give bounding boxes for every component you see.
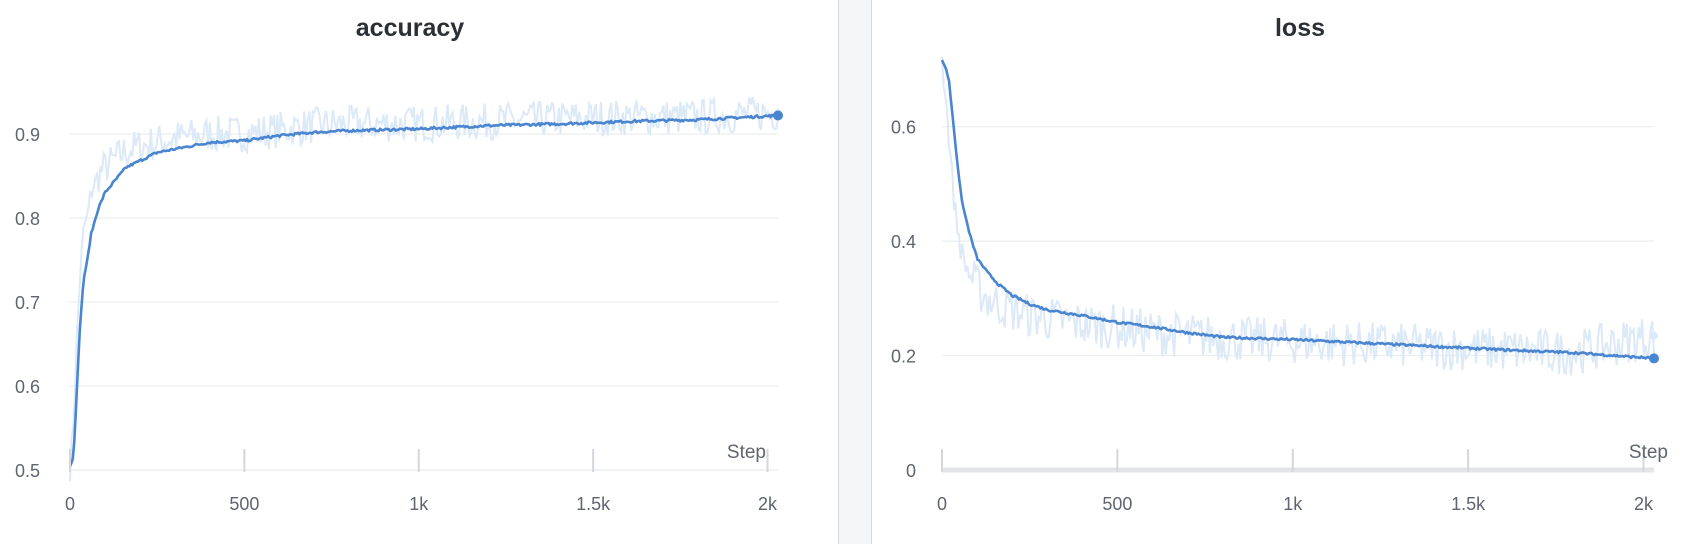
smoothed-series-line bbox=[940, 59, 1655, 361]
raw-series-line bbox=[69, 95, 779, 482]
x-axis-label: Step bbox=[727, 442, 766, 463]
chart-title: loss bbox=[1275, 14, 1325, 42]
x-tick-label: 1k bbox=[409, 494, 429, 514]
y-tick-label: 0.8 bbox=[15, 209, 40, 229]
x-tick-label: 0 bbox=[937, 494, 947, 514]
y-tick-label: 0.6 bbox=[891, 118, 916, 138]
smoothed-endpoint[interactable] bbox=[1649, 353, 1659, 364]
accuracy-chart: accuracy 0.5 0.6 0.7 0.8 0.9 0 500 1k 1.5k 2k Ste… bbox=[15, 14, 783, 514]
y-tick-label: 0.4 bbox=[891, 232, 916, 252]
raw-endpoint[interactable] bbox=[1650, 331, 1658, 340]
x-tick-label: 2k bbox=[1634, 494, 1654, 514]
loss-chart: loss 0 0.2 0.4 0.6 0 500 1k 1.5k 2k Step bbox=[891, 14, 1668, 514]
smoothed-series bbox=[940, 59, 1659, 364]
raw-series bbox=[941, 57, 1658, 376]
chart-title: accuracy bbox=[356, 14, 465, 42]
smoothed-endpoint[interactable] bbox=[773, 110, 783, 121]
y-tick-label: 0.6 bbox=[15, 377, 40, 397]
y-tick-label: 0 bbox=[906, 461, 916, 481]
loss-chart-panel: loss 0 0.2 0.4 0.6 0 500 1k 1.5k 2k Step bbox=[872, 0, 1688, 544]
grid bbox=[70, 133, 778, 471]
x-tick-label: 1.5k bbox=[576, 494, 611, 514]
x-tick-label: 2k bbox=[758, 494, 778, 514]
raw-series-line bbox=[941, 57, 1655, 376]
grid bbox=[942, 126, 1654, 471]
x-axis-label: Step bbox=[1629, 442, 1668, 463]
x-tick-label: 1k bbox=[1283, 494, 1303, 514]
x-tick-label: 500 bbox=[229, 494, 259, 514]
smoothed-series-line bbox=[68, 113, 779, 467]
y-tick-label: 0.7 bbox=[15, 293, 40, 313]
y-tick-label: 0.2 bbox=[891, 347, 916, 367]
axes: 0 0.2 0.4 0.6 0 500 1k 1.5k 2k bbox=[891, 118, 1654, 514]
axes: 0.5 0.6 0.7 0.8 0.9 0 500 1k 1.5k 2k bbox=[15, 125, 778, 514]
raw-series bbox=[69, 95, 782, 482]
panel-divider[interactable] bbox=[838, 0, 872, 544]
y-tick-label: 0.9 bbox=[15, 125, 40, 145]
accuracy-chart-panel: accuracy 0.5 0.6 0.7 0.8 0.9 0 500 1k 1.5k 2k Ste… bbox=[0, 0, 838, 544]
y-tick-label: 0.5 bbox=[15, 461, 40, 481]
x-tick-label: 500 bbox=[1102, 494, 1132, 514]
x-tick-label: 0 bbox=[65, 494, 75, 514]
x-tick-label: 1.5k bbox=[1451, 494, 1486, 514]
smoothed-series bbox=[68, 110, 783, 467]
